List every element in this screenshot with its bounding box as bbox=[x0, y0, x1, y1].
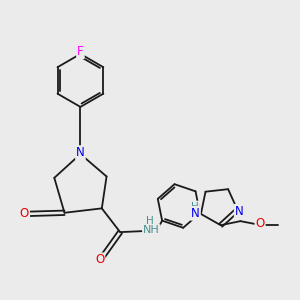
Text: H: H bbox=[191, 202, 199, 212]
Text: N: N bbox=[235, 205, 244, 218]
Text: NH: NH bbox=[143, 225, 160, 235]
Text: O: O bbox=[20, 207, 29, 220]
Text: H: H bbox=[146, 216, 154, 226]
Text: O: O bbox=[255, 218, 265, 230]
Text: N: N bbox=[76, 146, 85, 159]
Text: O: O bbox=[95, 254, 104, 266]
Text: F: F bbox=[77, 45, 84, 58]
Text: N: N bbox=[191, 207, 200, 220]
